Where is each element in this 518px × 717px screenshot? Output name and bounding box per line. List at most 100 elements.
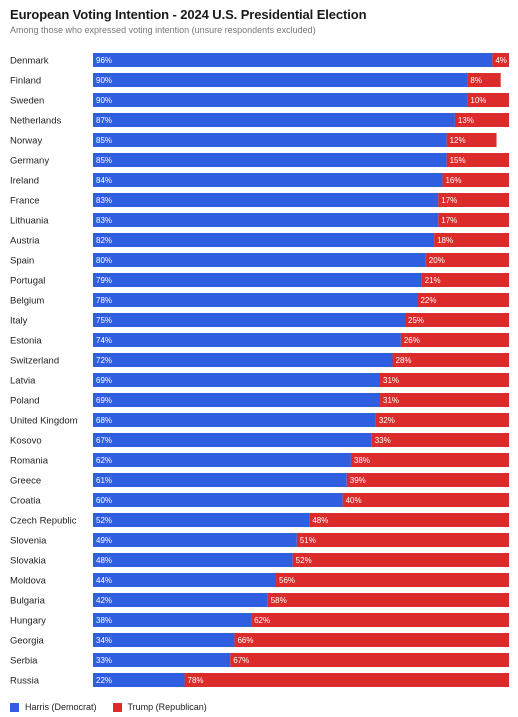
- bar-row-denmark: Denmark 96% 4%: [10, 53, 509, 67]
- bar-harris-estonia: [93, 333, 401, 347]
- category-label: Poland: [10, 396, 40, 407]
- bar-row-hungary: Hungary 38% 62%: [10, 613, 509, 627]
- data-label: 80%: [96, 256, 112, 265]
- category-label: Belgium: [10, 296, 44, 307]
- category-label: Latvia: [10, 376, 36, 387]
- category-label: Sweden: [10, 96, 44, 107]
- bar-trump-switzerland: [392, 353, 509, 367]
- bar-row-france: France 83% 17%: [10, 193, 509, 207]
- data-label: 52%: [296, 556, 312, 565]
- bar-harris-switzerland: [93, 353, 393, 367]
- data-label: 87%: [96, 116, 112, 125]
- bar-trump-hungary: [251, 613, 509, 627]
- data-label: 31%: [383, 396, 399, 405]
- bar-row-moldova: Moldova 44% 56%: [10, 573, 509, 587]
- legend-item-harris: Harris (Democrat): [10, 702, 97, 712]
- data-label: 84%: [96, 176, 112, 185]
- bar-trump-croatia: [342, 493, 509, 507]
- bar-trump-netherlands: [454, 113, 509, 127]
- data-label: 69%: [96, 396, 112, 405]
- category-label: Austria: [10, 236, 40, 247]
- category-label: Kosovo: [10, 436, 42, 447]
- data-label: 72%: [96, 356, 112, 365]
- bar-trump-belgium: [417, 293, 509, 307]
- bar-row-bulgaria: Bulgaria 42% 58%: [10, 593, 509, 607]
- category-label: Portugal: [10, 276, 45, 287]
- bar-harris-ireland: [93, 173, 443, 187]
- bar-trump-sweden: [467, 93, 509, 107]
- bar-trump-austria: [434, 233, 509, 247]
- bar-trump-moldova: [276, 573, 509, 587]
- bar-row-norway: Norway 85% 12%: [10, 133, 497, 147]
- category-label: Denmark: [10, 56, 49, 67]
- bar-harris-russia: [93, 673, 185, 687]
- category-label: Bulgaria: [10, 596, 46, 607]
- bar-row-netherlands: Netherlands 87% 13%: [10, 113, 509, 127]
- data-label: 51%: [300, 536, 316, 545]
- data-label: 83%: [96, 216, 112, 225]
- data-label: 15%: [450, 156, 466, 165]
- data-label: 31%: [383, 376, 399, 385]
- data-label: 17%: [441, 196, 457, 205]
- category-label: France: [10, 196, 40, 207]
- bar-harris-austria: [93, 233, 435, 247]
- category-label: Ireland: [10, 176, 39, 187]
- bar-harris-denmark: [93, 53, 493, 67]
- category-label: Italy: [10, 316, 28, 327]
- bar-row-sweden: Sweden 90% 10%: [10, 93, 509, 107]
- bar-trump-kosovo: [371, 433, 509, 447]
- data-label: 16%: [445, 176, 461, 185]
- data-label: 28%: [396, 356, 412, 365]
- data-label: 34%: [96, 636, 112, 645]
- category-label: United Kingdom: [10, 416, 78, 427]
- bar-row-slovenia: Slovenia 49% 51%: [10, 533, 509, 547]
- data-label: 56%: [279, 576, 295, 585]
- data-label: 33%: [375, 436, 391, 445]
- bar-harris-slovenia: [93, 533, 297, 547]
- data-label: 49%: [96, 536, 112, 545]
- bar-harris-kosovo: [93, 433, 372, 447]
- legend-item-trump: Trump (Republican): [112, 702, 207, 712]
- bar-harris-spain: [93, 253, 426, 267]
- bar-trump-norway: [446, 133, 497, 147]
- data-label: 33%: [96, 656, 112, 665]
- data-label: 75%: [96, 316, 112, 325]
- bar-trump-romania: [350, 453, 509, 467]
- data-label: 48%: [96, 556, 112, 565]
- data-label: 68%: [96, 416, 112, 425]
- bar-row-poland: Poland 69% 31%: [10, 393, 509, 407]
- bar-harris-finland: [93, 73, 468, 87]
- data-label: 25%: [408, 316, 424, 325]
- data-label: 96%: [96, 56, 112, 65]
- bar-harris-poland: [93, 393, 381, 407]
- bar-harris-germany: [93, 153, 447, 167]
- data-label: 90%: [96, 76, 112, 85]
- category-label: Serbia: [10, 656, 38, 667]
- category-label: Georgia: [10, 636, 45, 647]
- chart-title: European Voting Intention - 2024 U.S. Pr…: [10, 7, 367, 22]
- bar-row-czech-republic: Czech Republic 52% 48%: [10, 513, 509, 527]
- bar-row-austria: Austria 82% 18%: [10, 233, 509, 247]
- data-label: 13%: [458, 116, 474, 125]
- category-label: Spain: [10, 256, 34, 267]
- data-label: 85%: [96, 156, 112, 165]
- bar-harris-latvia: [93, 373, 381, 387]
- data-label: 4%: [495, 56, 507, 65]
- data-label: 52%: [96, 516, 112, 525]
- bar-row-serbia: Serbia 33% 67%: [10, 653, 509, 667]
- bar-harris-norway: [93, 133, 447, 147]
- data-label: 48%: [312, 516, 328, 525]
- data-label: 10%: [470, 96, 486, 105]
- bar-harris-romania: [93, 453, 351, 467]
- data-label: 67%: [96, 436, 112, 445]
- bar-row-united-kingdom: United Kingdom 68% 32%: [10, 413, 509, 427]
- bar-row-italy: Italy 75% 25%: [10, 313, 509, 327]
- bar-trump-greece: [346, 473, 509, 487]
- bar-row-belgium: Belgium 78% 22%: [10, 293, 509, 307]
- category-label: Slovenia: [10, 536, 47, 547]
- chart-subtitle: Among those who expressed voting intenti…: [10, 25, 316, 35]
- bar-trump-portugal: [421, 273, 509, 287]
- bar-row-portugal: Portugal 79% 21%: [10, 273, 509, 287]
- category-label: Germany: [10, 156, 49, 167]
- category-label: Estonia: [10, 336, 42, 347]
